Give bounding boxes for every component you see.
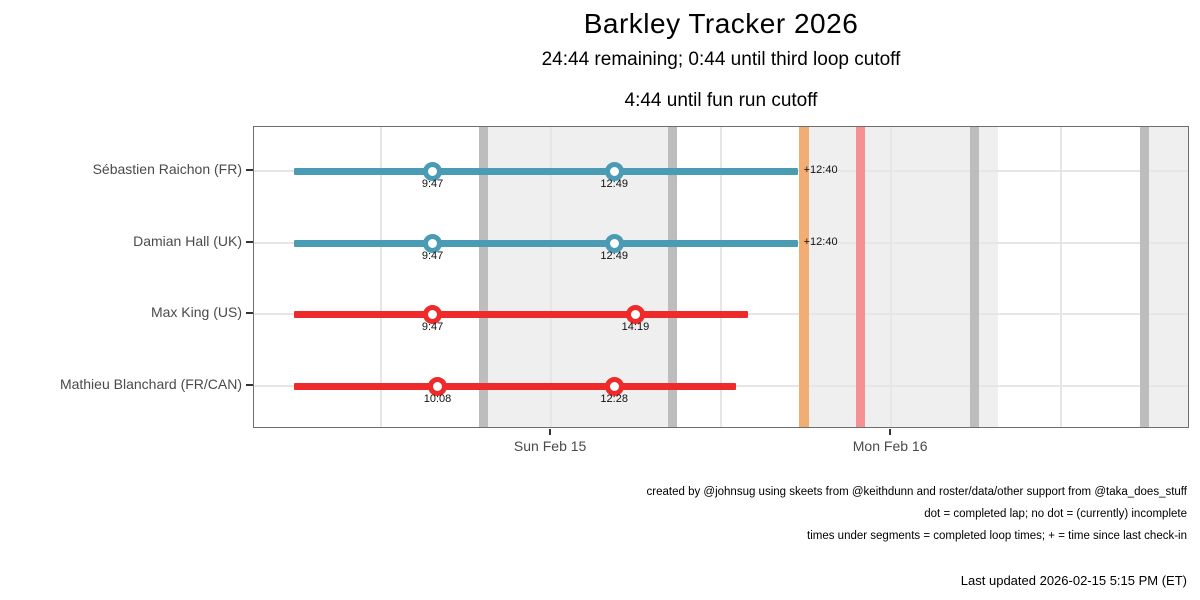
y-axis-tick: [246, 169, 253, 171]
lap-time-label: 12:49: [600, 178, 628, 190]
caption-credits: created by @johnsug using skeets from @k…: [646, 486, 1187, 498]
lap-time-label: 9:47: [421, 178, 444, 190]
subtitle-fun-run: 4:44 until fun run cutoff: [624, 90, 818, 111]
cutoff-line-gray: [478, 127, 488, 427]
cutoff-line-pink: [856, 127, 866, 427]
x-axis-label: Sun Feb 15: [513, 438, 587, 454]
runner-bar: [294, 382, 736, 390]
lap-dot: [604, 161, 624, 181]
lap-dot: [604, 233, 624, 253]
caption-times-legend: times under segments = completed loop ti…: [807, 530, 1187, 542]
night-shading-band: [803, 127, 999, 427]
vertical-gridline: [380, 127, 383, 427]
vertical-gridline: [890, 127, 893, 427]
caption-dot-legend: dot = completed lap; no dot = (currently…: [924, 508, 1187, 520]
lap-dot: [423, 304, 443, 324]
x-axis-label: Mon Feb 16: [852, 438, 928, 454]
lap-time-label: 12:28: [600, 393, 628, 405]
lap-time-label: 9:47: [421, 250, 444, 262]
runner-label: Mathieu Blanchard (FR/CAN): [59, 376, 242, 392]
lap-time-label: 14:19: [621, 321, 650, 333]
lap-dot: [423, 233, 443, 253]
vertical-gridline: [720, 127, 723, 427]
page-title: Barkley Tracker 2026: [583, 8, 859, 39]
chart-panel: 9:47 12:49 +12:40 9:47 12:49 +12:40 9:47 14:19 1…: [253, 126, 1189, 428]
night-shading-band: [483, 127, 677, 427]
checkin-annotation: +12:40: [803, 164, 838, 176]
lap-dot: [423, 161, 443, 181]
lap-time-label: 9:47: [421, 321, 444, 333]
vertical-gridline: [550, 127, 553, 427]
y-axis-tick: [246, 312, 253, 314]
checkin-annotation: +12:40: [803, 236, 838, 248]
vertical-gridline: [1060, 127, 1063, 427]
lap-time-label: 12:49: [600, 250, 628, 262]
lap-dot: [428, 376, 447, 396]
cutoff-line-orange: [799, 127, 809, 427]
cutoff-line-gray: [969, 127, 979, 427]
runner-bar: [294, 167, 798, 175]
y-axis-tick: [246, 241, 253, 243]
runner-label: Sébastien Raichon (FR): [92, 161, 242, 177]
x-axis-tick: [549, 429, 552, 435]
cutoff-line-gray: [1139, 127, 1149, 427]
runner-bar: [294, 239, 798, 247]
runner-bar: [294, 310, 749, 318]
runner-label: Max King (US): [150, 304, 242, 320]
lap-dot: [604, 376, 624, 396]
runner-label: Damian Hall (UK): [133, 233, 242, 249]
lap-dot: [625, 304, 645, 324]
last-updated: Last updated 2026-02-15 5:15 PM (ET): [960, 573, 1187, 588]
x-axis-tick: [889, 429, 892, 435]
cutoff-line-gray: [667, 127, 677, 427]
lap-time-label: 10:08: [423, 393, 452, 405]
subtitle-remaining: 24:44 remaining; 0:44 until third loop c…: [541, 49, 901, 70]
y-axis-tick: [246, 384, 253, 386]
